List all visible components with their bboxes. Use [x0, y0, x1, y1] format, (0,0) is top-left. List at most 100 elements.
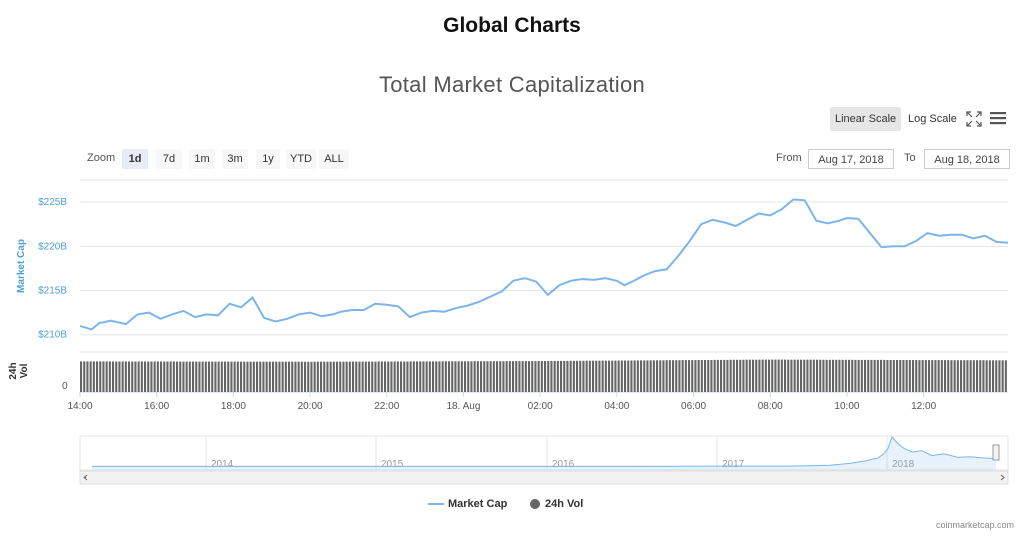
volume-bar [710, 360, 713, 392]
volume-bar [428, 361, 431, 392]
legend-volume[interactable]: 24h Vol [530, 498, 583, 510]
volume-bar [326, 361, 329, 392]
market-cap-line [79, 198, 1009, 331]
volume-bar [809, 359, 812, 392]
volume-bar [144, 361, 147, 392]
volume-bar [582, 360, 585, 392]
volume-bar [140, 361, 143, 392]
volume-bar [528, 361, 531, 392]
volume-bar [377, 361, 380, 392]
volume-bar [345, 361, 348, 392]
volume-bar [368, 361, 371, 392]
volume-bar [92, 361, 95, 392]
volume-bar [118, 361, 121, 392]
log-scale-button[interactable]: Log Scale [908, 113, 957, 125]
volume-bar [979, 360, 982, 392]
volume-bar [531, 361, 534, 392]
volume-bar [828, 359, 831, 392]
volume-bar [790, 359, 793, 392]
volume-bar [889, 360, 892, 392]
zoom-1y-button[interactable]: 1y [256, 149, 280, 169]
credits[interactable]: coinmarketcap.com [935, 520, 1014, 530]
volume-bar [86, 361, 89, 392]
scroll-left-icon[interactable] [83, 474, 88, 481]
volume-bar [457, 361, 460, 392]
volume-bar [841, 359, 844, 392]
volume-bar [668, 360, 671, 392]
volume-bar [902, 360, 905, 392]
volume-bar [947, 360, 950, 392]
zoom-all-button[interactable]: ALL [319, 149, 349, 169]
volume-bar [556, 360, 559, 392]
volume-bar [627, 360, 630, 392]
to-date-input[interactable]: Aug 18, 2018 [924, 149, 1010, 169]
volume-bar [915, 360, 918, 392]
volume-bar [553, 360, 556, 392]
zoom-7d-button[interactable]: 7d [156, 149, 182, 169]
navigator-area [92, 437, 996, 470]
volume-bar [988, 360, 991, 392]
volume-bar [585, 360, 588, 392]
volume-zero-tick: 0 [62, 381, 68, 392]
legend-market-cap[interactable]: Market Cap [428, 498, 507, 510]
volume-bar [793, 359, 796, 392]
navigator-scrollbar[interactable] [79, 470, 1009, 485]
volume-bar [121, 361, 124, 392]
volume-bar [771, 359, 774, 392]
volume-bar [480, 361, 483, 392]
y-axis-label: Market Cap [16, 239, 27, 293]
x-tick-label: 22:00 [374, 401, 399, 412]
volume-bar [265, 361, 268, 392]
volume-bar [969, 360, 972, 392]
zoom-3m-button[interactable]: 3m [222, 149, 248, 169]
fullscreen-icon[interactable] [966, 111, 982, 127]
volume-bar [281, 361, 284, 392]
x-tick-label: 02:00 [528, 401, 553, 412]
volume-bar [956, 360, 959, 392]
volume-bar [758, 359, 761, 392]
volume-bar [646, 360, 649, 392]
navigator-year-label: 2018 [892, 459, 915, 470]
volume-bar [937, 360, 940, 392]
navigator-year-label: 2015 [381, 459, 404, 470]
volume-bar [896, 360, 899, 392]
scroll-right-icon[interactable] [1000, 474, 1005, 481]
x-tick-label: 20:00 [298, 401, 323, 412]
linear-scale-button[interactable]: Linear Scale [830, 107, 902, 131]
volume-bar [873, 359, 876, 392]
volume-bar [601, 360, 604, 392]
volume-bar [230, 361, 233, 392]
volume-bar [387, 361, 390, 392]
volume-bar [819, 359, 822, 392]
volume-bar [598, 360, 601, 392]
zoom-ytd-button[interactable]: YTD [286, 149, 316, 169]
from-date-input[interactable]: Aug 17, 2018 [808, 149, 894, 169]
volume-bar [316, 361, 319, 392]
volume-bar [112, 361, 115, 392]
volume-bar [732, 359, 735, 392]
volume-bar [611, 360, 614, 392]
volume-bar [304, 361, 307, 392]
volume-bar [796, 359, 799, 392]
volume-bar [633, 360, 636, 392]
zoom-1d-button[interactable]: 1d [122, 149, 148, 169]
volume-bar [374, 361, 377, 392]
volume-bar [246, 361, 249, 392]
volume-bar [934, 360, 937, 392]
volume-bar [131, 361, 134, 392]
zoom-1m-button[interactable]: 1m [189, 149, 215, 169]
grid-lines [80, 179, 1008, 393]
volume-bar [857, 359, 860, 392]
navigator-handle[interactable] [992, 444, 1000, 461]
volume-bar [800, 359, 803, 392]
menu-icon[interactable] [989, 110, 1007, 126]
x-tick-label: 16:00 [144, 401, 169, 412]
volume-bar [656, 360, 659, 392]
volume-bar [876, 359, 879, 392]
volume-bar [425, 361, 428, 392]
volume-bar [537, 361, 540, 392]
volume-bar [412, 361, 415, 392]
volume-bar [966, 360, 969, 392]
volume-bar [742, 359, 745, 392]
volume-bar [998, 360, 1001, 392]
